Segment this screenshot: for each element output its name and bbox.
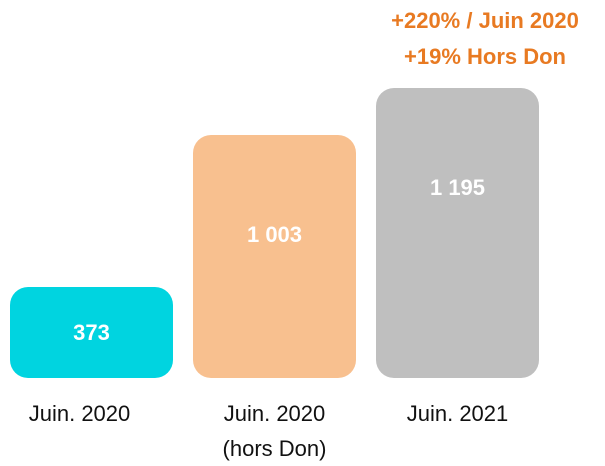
category-label: Juin. 2020 <box>28 401 131 426</box>
annotation: +19% Hors Don <box>404 44 566 69</box>
value-label: 373 <box>73 319 110 345</box>
bar <box>376 88 539 378</box>
category-label: Juin. 2021 <box>406 401 509 426</box>
value-label: 1 003 <box>246 221 303 247</box>
annotation: +220% / Juin 2020 <box>391 8 579 33</box>
bar <box>10 287 173 378</box>
category-label: Juin. 2020 (hors Don) <box>222 401 327 461</box>
bar <box>193 134 356 378</box>
value-label: 1 195 <box>429 175 486 200</box>
